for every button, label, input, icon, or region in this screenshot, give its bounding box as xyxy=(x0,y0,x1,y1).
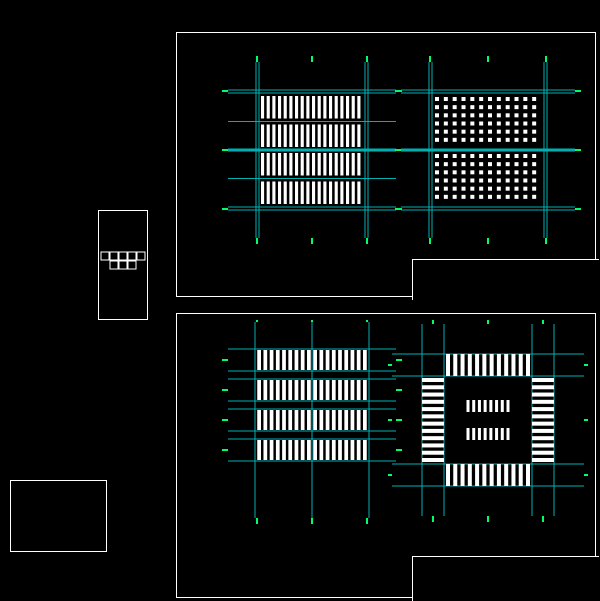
bottom-panel-cutout xyxy=(412,556,599,601)
small-box xyxy=(10,480,107,552)
chip-bottom-right xyxy=(388,320,588,540)
chip-bottom-left xyxy=(212,320,412,540)
chip-top-left xyxy=(212,45,412,265)
chip-top-right xyxy=(388,45,588,265)
top-panel-cutout xyxy=(412,259,599,300)
keypad-icon xyxy=(98,248,148,288)
